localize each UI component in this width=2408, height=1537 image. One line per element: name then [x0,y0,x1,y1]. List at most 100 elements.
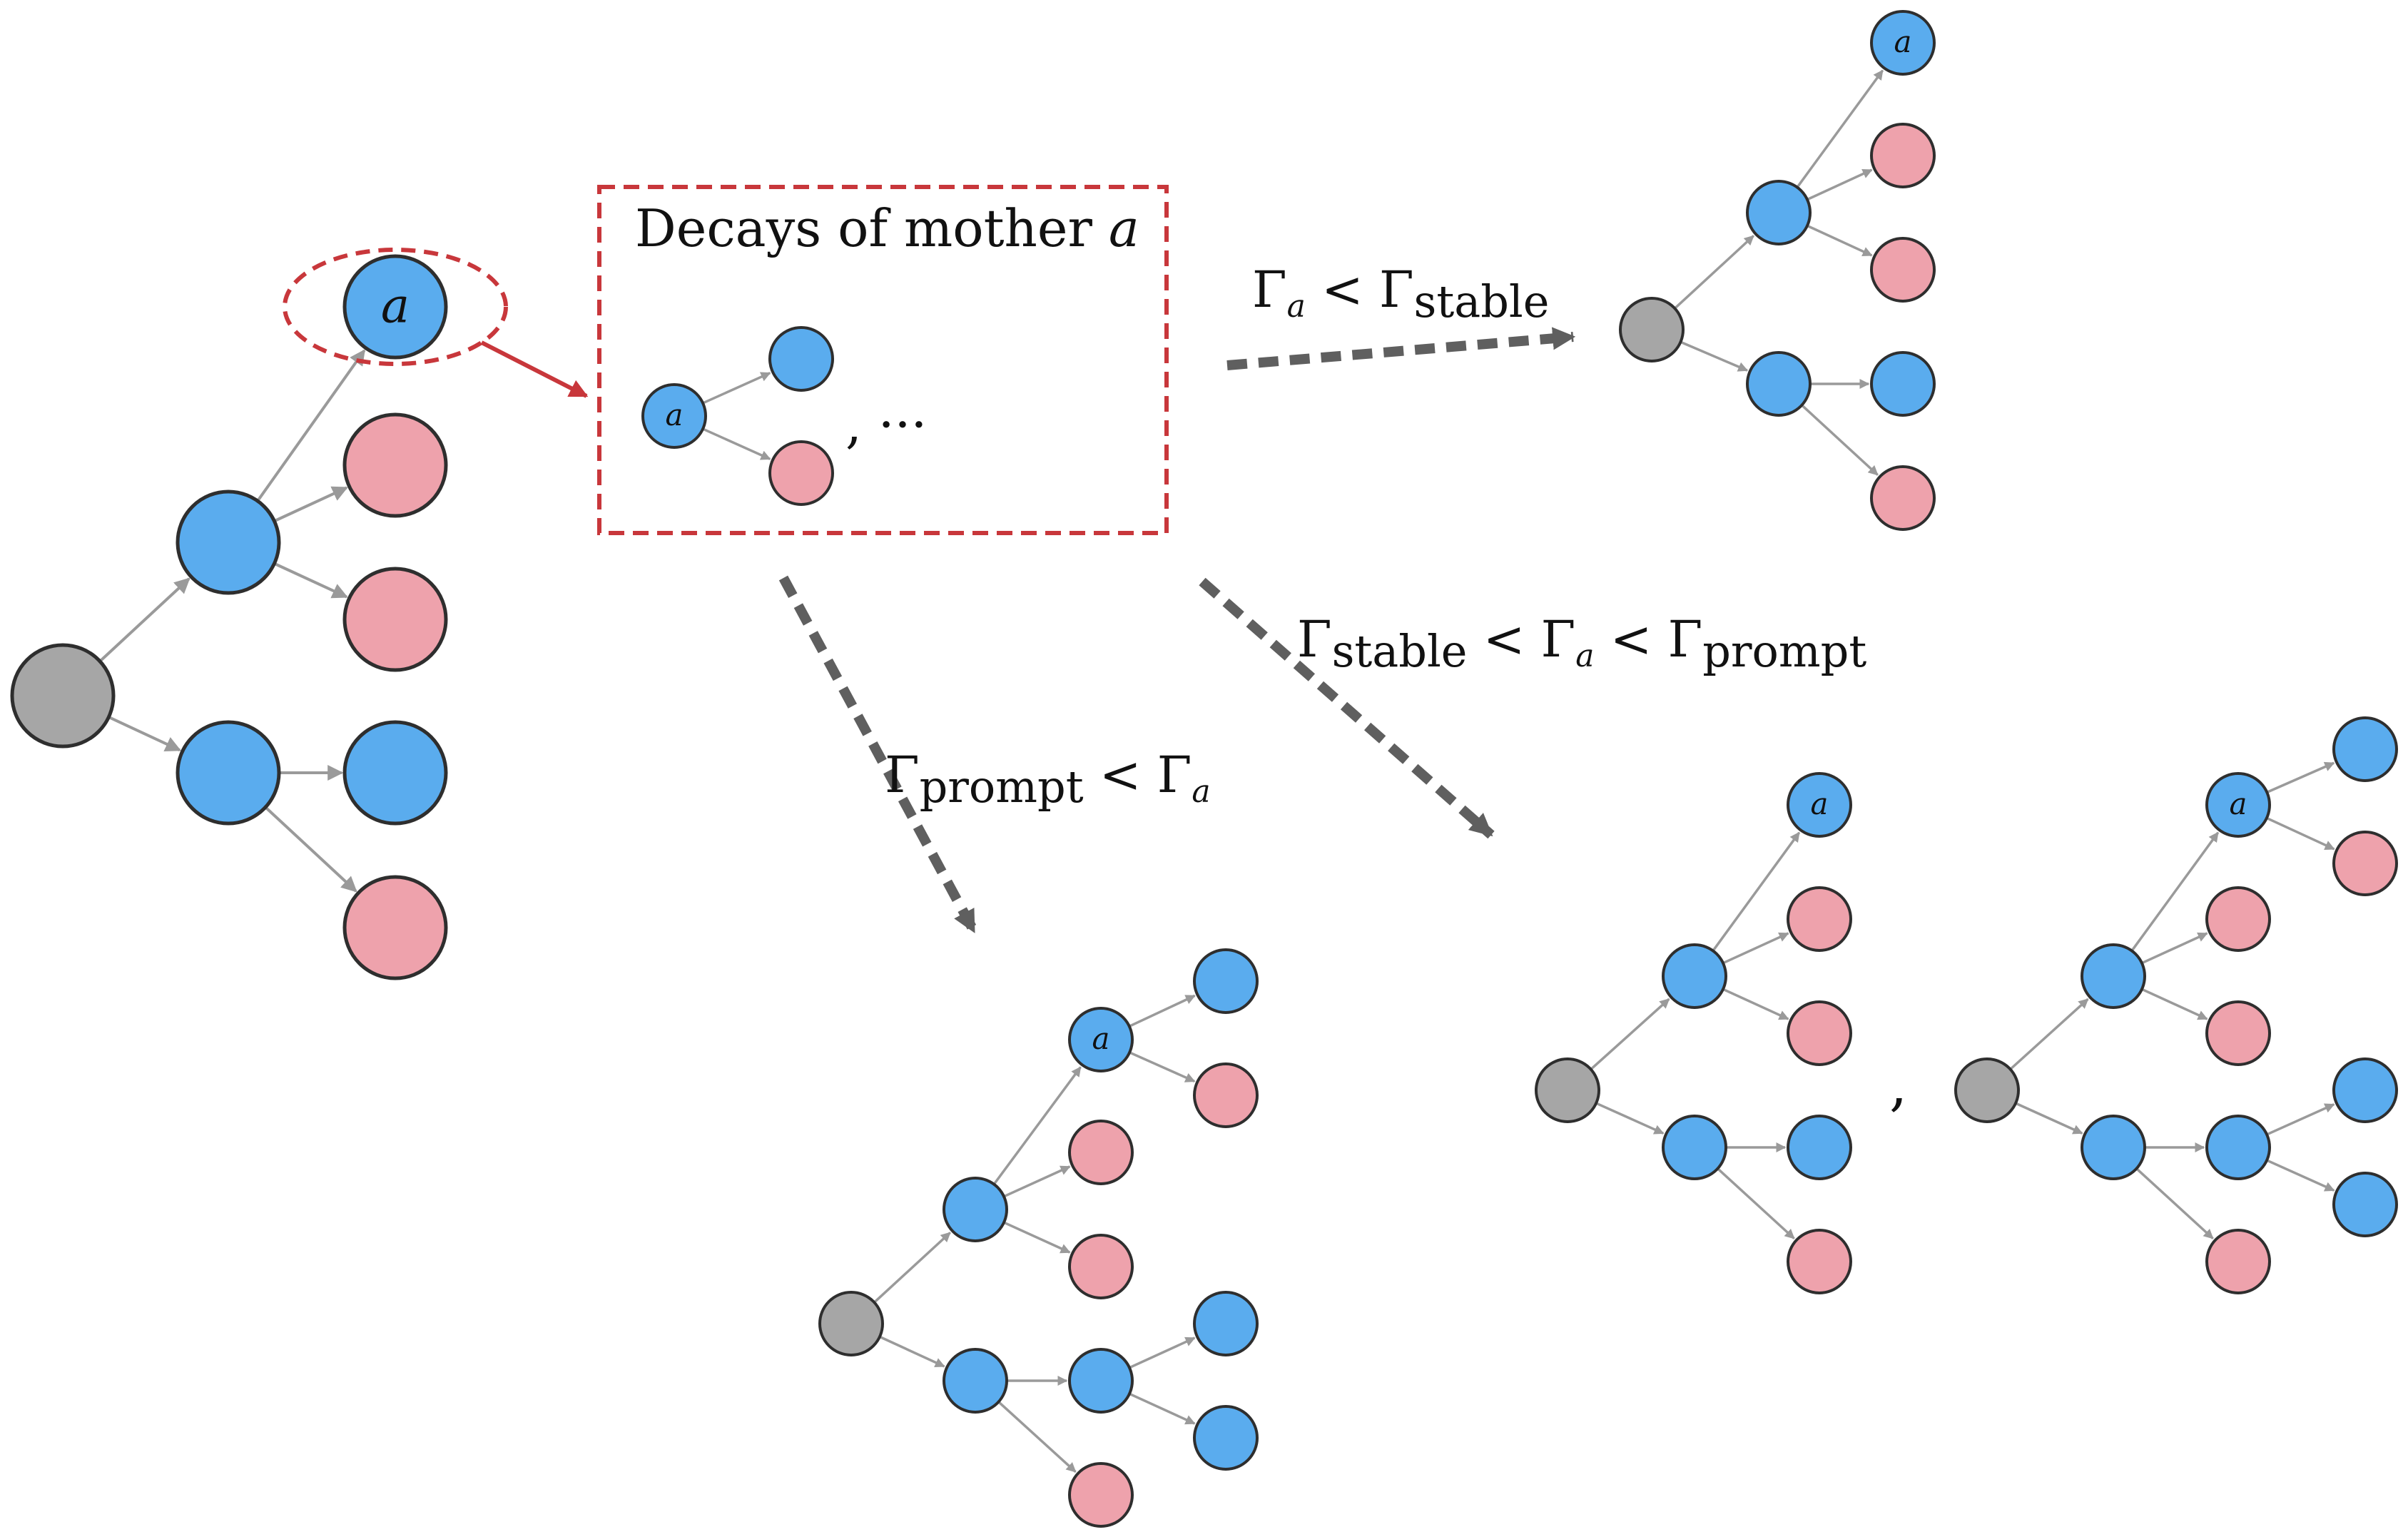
pink-node [768,440,834,506]
edge-arrow [1674,235,1754,310]
root-node [1619,297,1685,362]
arrow-to-intermediate [1199,577,1495,839]
decays-title: Decays of mother a [635,198,1139,258]
edge-arrow [2266,1159,2335,1192]
edge-arrow [1717,1167,1795,1239]
edge-arrow [1590,998,1670,1070]
arrow-to-prompt [778,575,979,934]
pink-node [2205,1229,2271,1294]
decays-title-text: Decays of mother [635,198,1093,258]
blue-node [768,326,834,392]
blue-node [2081,1115,2146,1180]
root-node [10,643,116,749]
edge-arrow [1712,831,1801,952]
root-node [1954,1057,2020,1123]
mother-a-label: a [381,277,410,333]
blue-node [1662,943,1727,1009]
condition-stable: Γa < Γstable [1252,260,1549,328]
edge-arrow [2009,998,2089,1070]
blue-node [2332,1057,2398,1123]
highlight-to-box-arrow [480,340,589,398]
decays-title-symbol: a [1109,198,1139,258]
pink-node [1193,1062,1259,1128]
edge-arrow [1595,1102,1665,1135]
condition-intermediate: Γstable < Γa < Γprompt [1297,610,1866,677]
pink-node [1870,123,1936,188]
mother-a-label: a [2230,786,2247,821]
edge-arrow [2015,1102,2083,1135]
edge-arrow [2266,761,2335,793]
pink-node [342,875,448,980]
edge-arrow [1003,1165,1071,1198]
tree-separator-comma: , [1889,1052,1907,1118]
blue-node [1746,180,1812,245]
edge-arrow [1129,994,1196,1028]
blue-node [1662,1115,1727,1180]
blue-node [1746,351,1812,417]
blue-node [342,720,448,826]
blue-node [1193,1405,1259,1471]
edge-arrow [256,349,366,502]
mother-a-label: a [1894,24,1912,59]
pink-node [2332,831,2398,896]
pink-node [2205,1000,2271,1066]
blue-node [2332,716,2398,782]
edge-arrow [2135,1167,2214,1239]
mother-a-node [1787,772,1852,838]
edge-arrow [1807,224,1873,257]
edge-arrow [273,562,348,599]
edge-arrow [2266,1103,2335,1136]
edge-arrow [2130,831,2220,952]
pink-node [1068,1120,1134,1185]
edge-arrow [1129,1392,1196,1425]
edge-arrow [1722,932,1789,965]
pink-node [1068,1462,1134,1528]
edge-arrow [1722,988,1789,1020]
edge-arrow [2266,816,2335,851]
pink-node [1870,237,1936,303]
initial-decay-tree: a [10,254,448,980]
edge-arrow [873,1232,951,1304]
blue-node [1193,1291,1259,1356]
condition-prompt: Γprompt < Γa [885,746,1211,813]
edge-arrow [2141,932,2208,965]
intermediate-case-tree-2: a [1954,716,2398,1294]
decays-ellipsis: , ··· [845,395,927,455]
mother-a-node [641,383,707,449]
intermediate-case-tree-1: a [1535,772,1852,1294]
blue-node [2332,1172,2398,1237]
mother-highlight-ellipse [283,248,508,366]
mother-a-node [1870,10,1936,76]
pink-node [1787,1229,1852,1294]
prompt-case-tree: a [818,948,1259,1528]
pink-node [1870,465,1936,531]
edge-arrow [702,372,771,405]
blue-node [2205,1115,2271,1180]
edge-arrow [264,806,357,893]
edge-arrow [108,716,182,752]
blue-node [1787,1115,1852,1180]
edge-arrow [1796,69,1884,188]
blue-node [1193,948,1259,1014]
pink-node [2205,886,2271,952]
box-decay-example: a [641,326,834,506]
pink-node [1787,1000,1852,1066]
mother-a-node [342,254,448,360]
edge-arrow [98,577,190,663]
blue-node [1870,351,1936,417]
edge-arrow [2141,988,2208,1020]
edge-arrow [992,1066,1082,1185]
mother-a-node [2205,772,2271,838]
edge-arrow [1680,340,1749,372]
edge-arrow [1003,1221,1071,1254]
blue-node [943,1177,1008,1242]
pink-node [342,567,448,672]
edge-arrow [997,1401,1077,1473]
edge-arrow [1129,1336,1196,1369]
mother-a-node [1068,1007,1134,1072]
blue-node [943,1348,1008,1414]
arrow-to-stable [1226,327,1576,370]
edge-arrow [879,1335,945,1368]
pink-node [1787,886,1852,952]
